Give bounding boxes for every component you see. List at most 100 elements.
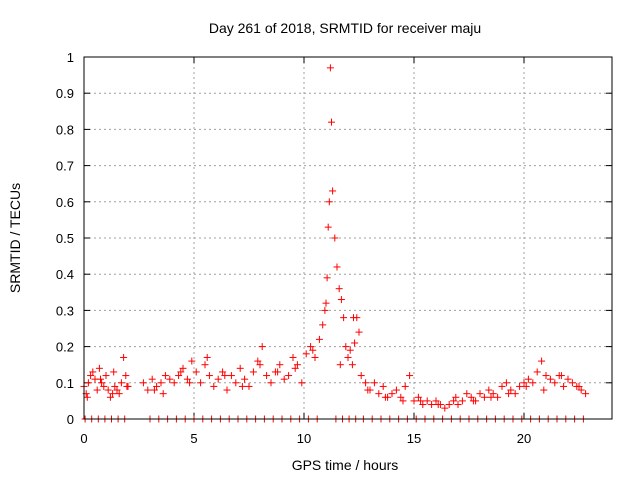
data-point bbox=[489, 390, 497, 398]
data-point bbox=[280, 375, 288, 383]
data-point bbox=[381, 393, 389, 401]
data-point bbox=[564, 375, 572, 383]
data-point bbox=[458, 397, 466, 405]
tick-layer: 00.10.20.30.40.50.60.70.80.910 5 10 15 20 bbox=[56, 50, 612, 446]
data-point bbox=[337, 296, 345, 304]
data-point bbox=[166, 375, 174, 383]
data-point bbox=[309, 346, 317, 354]
data-point bbox=[441, 404, 449, 412]
plot-frame bbox=[83, 56, 613, 420]
data-point bbox=[177, 368, 185, 376]
x-tick-label: 20 bbox=[517, 431, 531, 446]
data-point bbox=[144, 386, 152, 394]
data-point bbox=[577, 386, 585, 394]
data-point bbox=[254, 357, 262, 365]
chart-title: Day 261 of 2018, SRMTID for receiver maj… bbox=[209, 20, 481, 36]
y-tick-label: 0.6 bbox=[56, 195, 74, 210]
data-point bbox=[333, 263, 341, 271]
data-point bbox=[170, 379, 178, 387]
data-point bbox=[323, 274, 331, 282]
y-tick-label: 0.3 bbox=[56, 303, 74, 318]
data-point bbox=[150, 386, 158, 394]
data-point bbox=[98, 379, 106, 387]
data-point bbox=[113, 386, 121, 394]
data-point bbox=[469, 397, 477, 405]
y-tick-label: 0.2 bbox=[56, 340, 74, 355]
data-point bbox=[106, 393, 114, 401]
data-point bbox=[188, 357, 196, 365]
data-point bbox=[434, 401, 442, 409]
data-point bbox=[419, 401, 427, 409]
data-point bbox=[322, 299, 330, 307]
data-point bbox=[83, 393, 91, 401]
data-point bbox=[232, 379, 240, 387]
data-point bbox=[197, 379, 205, 387]
data-point bbox=[111, 382, 119, 390]
data-point bbox=[533, 368, 541, 376]
data-point bbox=[291, 364, 299, 372]
data-point bbox=[263, 372, 271, 380]
data-point bbox=[362, 379, 370, 387]
data-point bbox=[344, 353, 352, 361]
data-point bbox=[95, 364, 103, 372]
y-tick-label: 0.4 bbox=[56, 267, 74, 282]
data-point bbox=[350, 314, 357, 322]
data-point bbox=[183, 375, 191, 383]
y-tick-label: 0 bbox=[67, 412, 74, 427]
data-point bbox=[568, 379, 576, 387]
data-point bbox=[467, 393, 475, 401]
data-point bbox=[122, 372, 130, 380]
data-point bbox=[432, 397, 440, 405]
x-tick-label: 5 bbox=[190, 431, 197, 446]
data-point bbox=[502, 379, 510, 387]
data-point bbox=[186, 379, 194, 387]
data-point bbox=[540, 386, 548, 394]
data-point bbox=[238, 382, 246, 390]
x-axis-title: GPS time / hours bbox=[292, 457, 399, 473]
data-point bbox=[560, 382, 568, 390]
y-tick-label: 0.7 bbox=[56, 159, 74, 174]
y-tick-label: 0.9 bbox=[56, 86, 74, 101]
data-point bbox=[520, 379, 528, 387]
data-point bbox=[210, 382, 218, 390]
data-point bbox=[179, 364, 187, 372]
data-point bbox=[219, 368, 227, 376]
data-point bbox=[123, 382, 131, 390]
data-point bbox=[161, 372, 169, 380]
data-point bbox=[524, 375, 532, 383]
data-point bbox=[557, 372, 565, 380]
points-layer bbox=[80, 64, 590, 423]
data-point bbox=[346, 346, 354, 354]
data-point bbox=[538, 357, 546, 365]
data-point bbox=[379, 382, 387, 390]
data-point bbox=[582, 390, 590, 398]
data-point bbox=[298, 379, 306, 387]
data-point bbox=[375, 390, 383, 398]
data-point bbox=[351, 339, 359, 347]
data-point bbox=[274, 368, 282, 376]
data-point bbox=[110, 368, 118, 376]
data-point bbox=[546, 375, 554, 383]
data-point bbox=[256, 361, 264, 369]
data-point bbox=[329, 187, 337, 195]
data-point bbox=[148, 375, 156, 383]
data-point bbox=[157, 379, 165, 387]
data-point bbox=[258, 343, 266, 351]
data-point bbox=[507, 386, 515, 394]
data-point bbox=[159, 390, 167, 398]
data-point bbox=[153, 382, 161, 390]
data-point bbox=[326, 64, 334, 72]
data-point bbox=[516, 382, 524, 390]
data-point bbox=[355, 328, 363, 336]
data-point bbox=[201, 361, 209, 369]
data-point bbox=[414, 393, 422, 401]
data-point bbox=[285, 372, 293, 380]
data-point bbox=[335, 285, 343, 293]
x-tick-label: 0 bbox=[80, 431, 87, 446]
data-point bbox=[276, 361, 284, 369]
data-point bbox=[505, 390, 513, 398]
data-point bbox=[109, 390, 117, 398]
data-point bbox=[348, 361, 356, 369]
data-point bbox=[450, 397, 458, 405]
